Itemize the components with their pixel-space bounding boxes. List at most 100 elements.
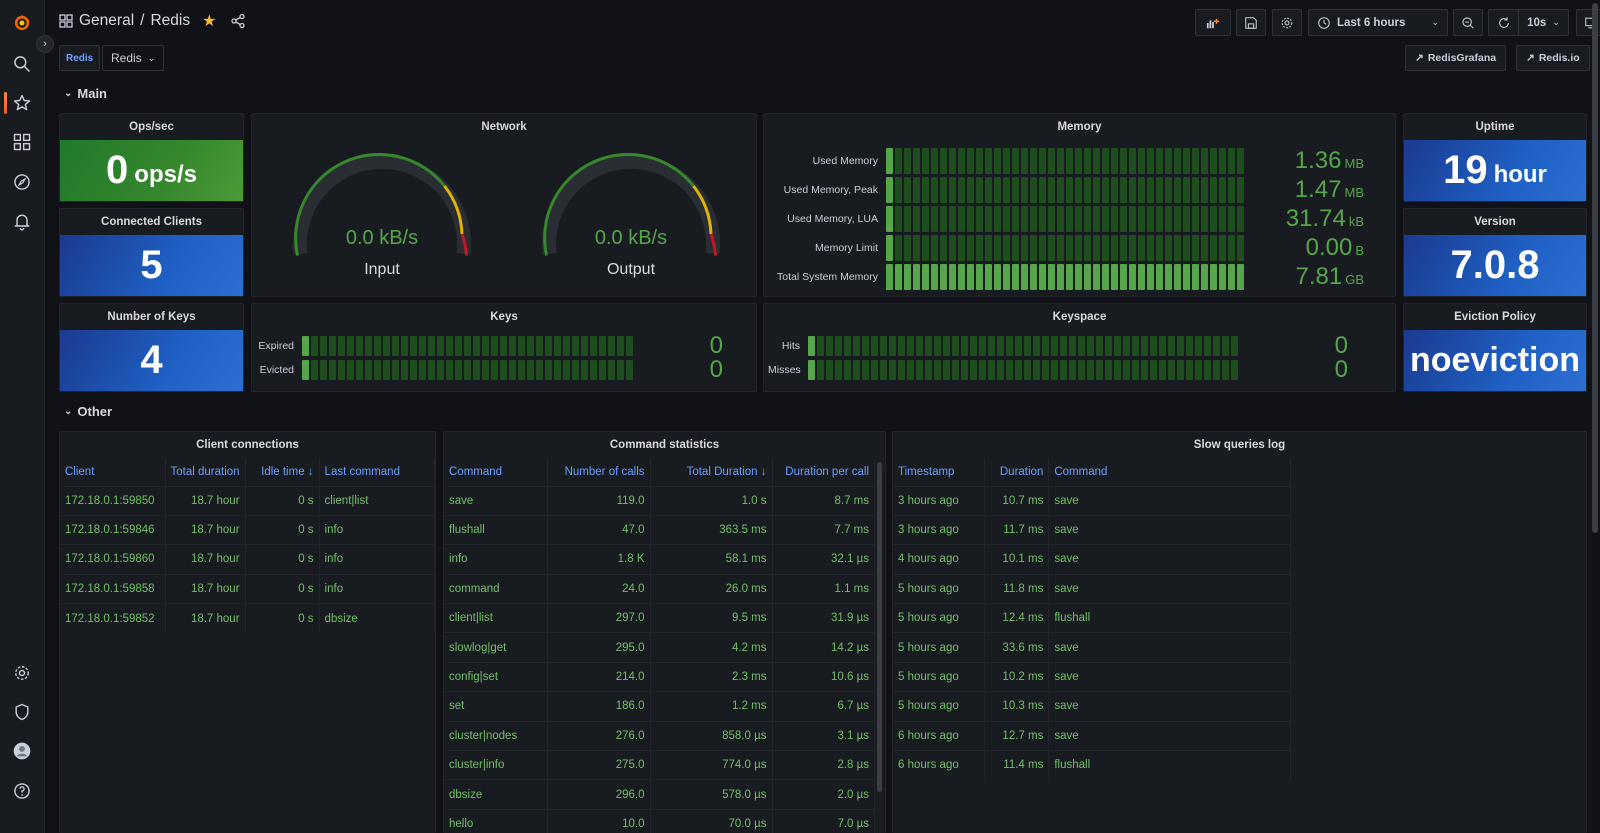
expand-menu-icon[interactable]: › (36, 35, 54, 53)
page-scrollbar[interactable] (1592, 3, 1598, 533)
bar-gauge-label: Used Memory (812, 155, 878, 167)
bar-gauge-cell (940, 206, 947, 232)
bar-gauge-cell (302, 360, 309, 380)
bar-gauge-cell (1042, 360, 1049, 380)
server-admin-shield-icon[interactable] (11, 701, 33, 723)
bar-gauge-cell (1048, 206, 1055, 232)
bar-gauge-value: 1.47 MB (1244, 176, 1364, 204)
dashboard-settings-button[interactable] (1272, 9, 1302, 36)
bar-gauge-bar (808, 360, 1238, 380)
column-header[interactable]: Client (60, 459, 166, 486)
table-cell: 7.7 ms (772, 514, 875, 545)
link-redis-io[interactable]: ↗ Redis.io (1516, 45, 1590, 71)
starred-icon[interactable] (11, 92, 33, 114)
table-cell: set (444, 691, 548, 722)
column-header[interactable]: Command (444, 459, 548, 486)
table-cell: 11.4 ms (984, 750, 1050, 780)
table-cell: 10.1 ms (984, 544, 1050, 575)
column-header[interactable]: Last command (319, 459, 435, 486)
refresh-button[interactable] (1488, 9, 1518, 36)
breadcrumb-separator: / (140, 12, 145, 29)
link-redisgrafana[interactable]: ↗ RedisGrafana (1405, 45, 1507, 71)
table-cell: client|list (319, 485, 435, 516)
column-header[interactable]: Total Duration ↓ (650, 459, 773, 486)
bar-gauge-cell (895, 148, 902, 174)
stat-unit: ops/s (134, 160, 197, 188)
bar-gauge-cell (880, 360, 887, 380)
bar-gauge-cell (572, 336, 579, 356)
explore-icon[interactable] (11, 171, 33, 193)
table-row: 172.18.0.1:59850 18.7 hour 0 s client|list (60, 485, 435, 516)
bar-gauge-cell (1147, 148, 1154, 174)
column-header[interactable]: Command (1048, 459, 1291, 486)
table-cell: 5 hours ago (893, 632, 986, 663)
table-cell: slowlog|get (444, 632, 548, 663)
row-main[interactable]: ⌄ Main (64, 86, 107, 101)
column-header[interactable]: Duration (984, 459, 1050, 486)
save-dashboard-button[interactable] (1236, 9, 1266, 36)
bar-gauge-cell (826, 360, 833, 380)
bar-gauge-cell (1138, 148, 1145, 174)
time-picker-button[interactable]: Last 6 hours ⌄ (1308, 9, 1448, 36)
bar-gauge-cell (889, 360, 896, 380)
column-header[interactable]: Number of calls (547, 459, 651, 486)
zoom-out-button[interactable] (1453, 9, 1483, 36)
table-row: 3 hours ago 11.7 ms save (893, 514, 1291, 545)
bar-gauge-cell (994, 264, 1001, 290)
bar-gauge-cell (1039, 148, 1046, 174)
row-other[interactable]: ⌄ Other (64, 404, 112, 419)
share-icon[interactable] (230, 13, 246, 29)
column-header[interactable]: Idle time ↓ (245, 459, 320, 486)
bar-gauge-number: 0 (709, 356, 723, 383)
bar-gauge-cell (1228, 177, 1235, 203)
bar-gauge-cell (958, 206, 965, 232)
bar-gauge-cell (1129, 148, 1136, 174)
bar-gauge-cell (1069, 360, 1076, 380)
bar-gauge-cell (895, 264, 902, 290)
bar-gauge-cell (1111, 177, 1118, 203)
user-avatar[interactable] (11, 740, 33, 762)
bar-gauge-cell (895, 177, 902, 203)
configuration-icon[interactable] (11, 662, 33, 684)
breadcrumb-folder[interactable]: General (79, 12, 135, 29)
table-cell: 3.1 µs (772, 720, 875, 751)
table-cell: 3 hours ago (893, 514, 986, 545)
bar-gauge-bar (886, 148, 1244, 174)
breadcrumb-dashboard-title[interactable]: Redis (150, 12, 191, 29)
table-cell: 10.7 ms (984, 485, 1050, 516)
bar-gauge-cell (931, 264, 938, 290)
bar-gauge-cell (1003, 264, 1010, 290)
bar-gauge-cell (1156, 264, 1163, 290)
scrollbar[interactable] (877, 462, 882, 792)
table-cell: 5 hours ago (893, 573, 986, 604)
bar-gauge-cell (862, 336, 869, 356)
bar-gauge-cell (473, 360, 480, 380)
dashboards-icon[interactable] (11, 131, 33, 153)
bar-gauge-cell (976, 264, 983, 290)
column-header[interactable]: Duration per call (772, 459, 875, 486)
bar-gauge-cell (922, 148, 929, 174)
bar-gauge-cell (826, 336, 833, 356)
bar-gauge-cell (1174, 148, 1181, 174)
refresh-icon (1498, 16, 1509, 28)
search-icon[interactable] (11, 53, 33, 75)
add-panel-button[interactable] (1195, 9, 1231, 36)
table-cell: save (1048, 720, 1291, 751)
bar-gauge-value: 0 (633, 332, 723, 360)
bar-gauge-cell (1012, 264, 1019, 290)
column-header[interactable]: Total duration (165, 459, 246, 486)
bar-gauge-cell (952, 336, 959, 356)
variable-select[interactable]: Redis ⌄ (102, 45, 165, 71)
bar-gauge-cell (940, 235, 947, 261)
bar-gauge-cell (1213, 360, 1220, 380)
refresh-interval-picker[interactable]: 10s ⌄ (1518, 9, 1569, 36)
bar-gauge-cell (356, 336, 363, 356)
star-icon[interactable]: ★ (202, 13, 217, 30)
alerting-icon[interactable] (11, 210, 33, 232)
table-cell: 12.4 ms (984, 603, 1050, 633)
grafana-logo-icon[interactable] (11, 12, 33, 34)
bar-gauge-cell (958, 148, 965, 174)
gauge-output (542, 152, 720, 256)
column-header[interactable]: Timestamp (893, 459, 986, 486)
help-icon[interactable] (11, 780, 33, 802)
